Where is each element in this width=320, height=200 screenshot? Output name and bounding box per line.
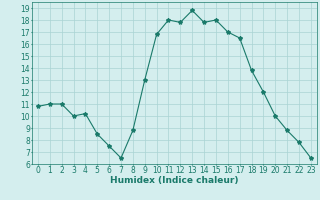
X-axis label: Humidex (Indice chaleur): Humidex (Indice chaleur) (110, 176, 239, 185)
